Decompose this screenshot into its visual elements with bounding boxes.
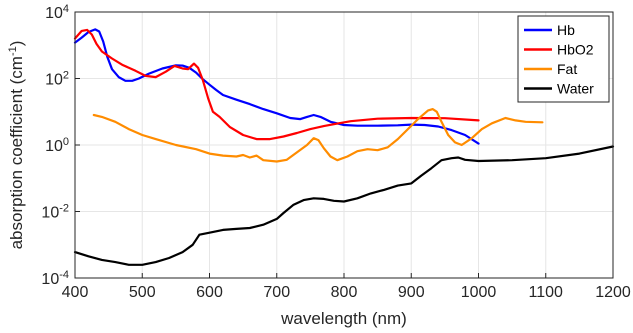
- y-tick-label: 10-2: [41, 203, 69, 222]
- x-tick-label: 1000: [461, 284, 497, 301]
- series-line-hb: [73, 28, 480, 145]
- series-line-hbo2: [73, 28, 480, 141]
- legend: Hb HbO2 Fat Water: [517, 15, 610, 103]
- x-tick-label: 600: [196, 284, 223, 301]
- x-tick-label: 400: [62, 284, 89, 301]
- y-axis-title-close: ): [7, 41, 26, 47]
- y-axis-title-main: absorption coefficient (cm: [7, 56, 26, 249]
- legend-label-hb: Hb: [557, 22, 575, 38]
- x-tick-label: 1200: [595, 284, 631, 301]
- y-axis-title-exponent: -1: [7, 46, 19, 56]
- legend-label-water: Water: [557, 81, 594, 97]
- x-tick-label: 500: [129, 284, 156, 301]
- x-axis-title: wavelength (nm): [280, 309, 407, 328]
- x-tick-label: 900: [398, 284, 425, 301]
- x-tick-label: 700: [263, 284, 290, 301]
- series-line-water: [73, 145, 615, 266]
- y-tick-label: 10-4: [41, 269, 69, 288]
- plot-area: [73, 28, 615, 266]
- x-tick-label: 1100: [529, 284, 564, 301]
- tick-labels: 400 500 600 700 800 900 1000 1100 1200 104 102 100 1…: [41, 3, 630, 301]
- axes: [74, 11, 614, 279]
- y-tick-label: 104: [45, 3, 69, 22]
- y-axis-title: absorption coefficient (cm-1): [7, 41, 26, 250]
- y-tick-label: 102: [45, 70, 69, 89]
- series-line-fat: [92, 108, 544, 163]
- y-tick-label: 100: [45, 136, 69, 155]
- x-tick-label: 800: [331, 284, 358, 301]
- legend-label-fat: Fat: [557, 61, 577, 77]
- legend-label-hbo2: HbO2: [557, 42, 594, 58]
